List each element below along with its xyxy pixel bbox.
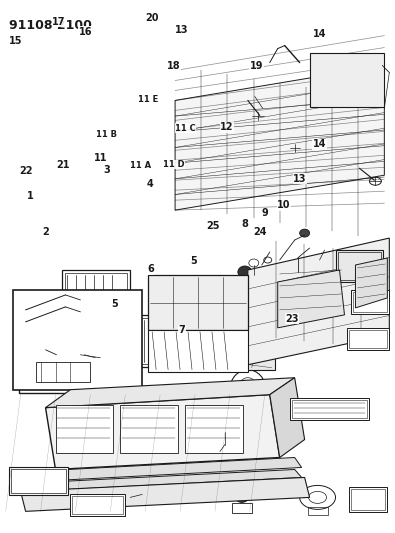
Text: 11 A: 11 A	[130, 161, 151, 170]
Text: 22: 22	[19, 166, 33, 176]
Polygon shape	[45, 378, 295, 408]
Bar	[148, 275, 248, 330]
Text: 18: 18	[167, 61, 181, 70]
Bar	[337, 252, 381, 280]
Ellipse shape	[290, 272, 306, 284]
Text: 11: 11	[94, 152, 108, 163]
Text: 1: 1	[27, 191, 34, 201]
Text: 17: 17	[52, 17, 66, 27]
Polygon shape	[45, 394, 280, 470]
Bar	[72, 496, 123, 514]
Bar	[350, 330, 387, 348]
Text: 11 B: 11 B	[96, 130, 117, 139]
Bar	[310, 53, 384, 108]
Bar	[56, 405, 113, 453]
Text: 23: 23	[285, 313, 299, 324]
Bar	[238, 408, 260, 419]
Bar	[292, 400, 367, 417]
Text: 5: 5	[111, 298, 118, 309]
Text: 12: 12	[220, 122, 234, 132]
Bar	[62, 270, 130, 325]
Bar	[354, 292, 387, 312]
Text: 25: 25	[207, 221, 220, 231]
Polygon shape	[356, 258, 387, 308]
Text: 11 C: 11 C	[175, 124, 196, 133]
Text: 6: 6	[147, 264, 154, 274]
Ellipse shape	[217, 417, 233, 432]
Text: 11 E: 11 E	[138, 94, 158, 103]
Polygon shape	[30, 457, 302, 481]
Bar	[11, 470, 66, 494]
Polygon shape	[21, 478, 310, 511]
Bar	[352, 290, 389, 314]
Bar	[335, 250, 383, 282]
Bar	[348, 328, 389, 350]
Bar	[185, 405, 243, 453]
Bar	[290, 398, 369, 419]
Bar	[36, 362, 90, 382]
Text: 16: 16	[79, 27, 92, 37]
Polygon shape	[278, 270, 344, 328]
Text: 13: 13	[293, 174, 307, 184]
Bar	[308, 507, 327, 515]
Text: 20: 20	[145, 13, 159, 23]
Polygon shape	[270, 378, 305, 457]
Text: 21: 21	[56, 160, 70, 171]
Text: 8: 8	[241, 219, 248, 229]
Text: 19: 19	[250, 61, 263, 70]
Bar	[352, 489, 386, 511]
Polygon shape	[23, 470, 302, 491]
Ellipse shape	[235, 490, 249, 503]
Polygon shape	[175, 66, 384, 210]
Text: 15: 15	[9, 36, 23, 45]
Text: 14: 14	[313, 139, 326, 149]
Text: 2: 2	[43, 227, 49, 237]
Ellipse shape	[238, 266, 252, 278]
Bar	[232, 503, 252, 513]
Bar	[70, 495, 125, 516]
Text: 9: 9	[261, 208, 268, 219]
Bar	[133, 318, 195, 364]
Text: 7: 7	[179, 325, 185, 335]
Bar	[130, 315, 198, 367]
Bar	[120, 405, 178, 453]
Bar	[350, 487, 387, 512]
Text: 11 D: 11 D	[163, 160, 185, 169]
Bar	[23, 339, 94, 389]
Bar	[66, 273, 127, 322]
Text: 3: 3	[103, 165, 110, 175]
Text: 14: 14	[313, 29, 326, 39]
Text: 91108 2100: 91108 2100	[9, 19, 92, 31]
Text: 4: 4	[147, 179, 154, 189]
Text: 5: 5	[190, 256, 197, 266]
Polygon shape	[248, 238, 389, 365]
Ellipse shape	[300, 229, 310, 237]
Bar	[13, 290, 142, 390]
Bar	[9, 467, 68, 495]
Bar	[210, 305, 275, 370]
Bar	[19, 335, 98, 393]
Bar	[148, 330, 248, 372]
Text: 10: 10	[277, 200, 291, 211]
Text: 24: 24	[254, 227, 267, 237]
Text: 13: 13	[175, 26, 188, 36]
